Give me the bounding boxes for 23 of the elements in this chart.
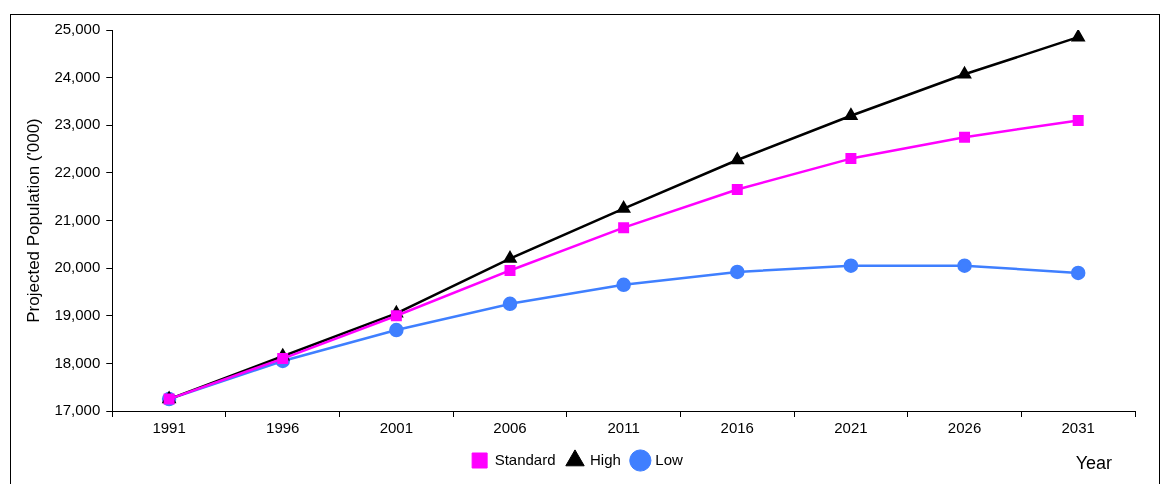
legend-label: High — [590, 450, 621, 468]
y-tick-label: 18,000 — [54, 353, 101, 371]
x-tick-label: 2006 — [493, 419, 527, 437]
y-tick-label: 20,000 — [54, 258, 101, 276]
x-tick-label: 2021 — [834, 419, 868, 437]
x-tick-label: 1991 — [152, 419, 186, 437]
y-tick-label: 19,000 — [54, 305, 101, 323]
x-tick-label: 2011 — [607, 419, 640, 437]
y-tick-label: 22,000 — [54, 163, 101, 181]
x-tick-label: 1996 — [266, 419, 300, 437]
x-tick-label: 2026 — [947, 419, 982, 437]
x-tick-label: 2031 — [1061, 419, 1095, 437]
x-tick-label: 2016 — [720, 419, 754, 437]
x-axis-title: Year — [1075, 452, 1112, 473]
y-tick-label: 25,000 — [54, 20, 101, 38]
legend-label: Standard — [494, 450, 556, 468]
y-tick-label: 17,000 — [54, 401, 101, 419]
y-axis-title: Projected Population ('000) — [23, 118, 43, 323]
y-tick-label: 21,000 — [54, 210, 101, 228]
y-tick-label: 24,000 — [54, 67, 101, 85]
x-tick-label: 2001 — [379, 419, 414, 437]
y-tick-label: 23,000 — [54, 115, 101, 133]
legend-label: Low — [655, 450, 684, 468]
